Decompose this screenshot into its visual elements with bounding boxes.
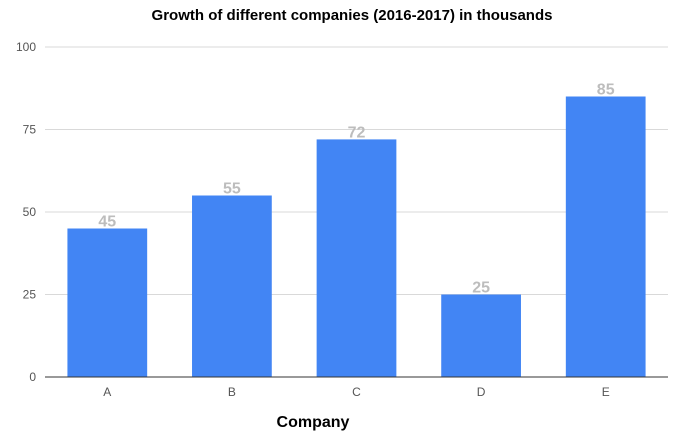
y-tick-label: 0	[29, 370, 36, 384]
x-tick-label-c: C	[352, 385, 361, 399]
data-label-c: 72	[348, 124, 366, 141]
bar-d	[441, 294, 521, 377]
data-label-e: 85	[597, 82, 615, 99]
data-label-b: 55	[223, 181, 241, 198]
x-tick-label-e: E	[602, 385, 610, 399]
y-tick-label: 100	[16, 40, 36, 54]
bar-b	[192, 195, 272, 377]
y-tick-label: 25	[23, 288, 37, 302]
x-tick-label-a: A	[103, 385, 111, 399]
x-axis-title: Company	[277, 414, 350, 431]
bar-e	[565, 96, 646, 377]
chart-title: Growth of different companies (2016-2017…	[152, 7, 553, 24]
bars	[67, 96, 646, 377]
bar-c	[316, 139, 397, 377]
y-axis-ticks: 0 25 50 75 100	[16, 40, 36, 384]
x-tick-label-d: D	[477, 385, 486, 399]
bar-a	[67, 228, 148, 377]
y-tick-label: 75	[23, 123, 37, 137]
y-tick-label: 50	[23, 205, 37, 219]
data-label-a: 45	[98, 214, 116, 231]
data-labels: 45 55 72 25 85	[98, 82, 614, 297]
x-tick-label-b: B	[228, 385, 236, 399]
x-axis-ticks: A B C D E	[103, 385, 609, 399]
data-label-d: 25	[472, 280, 490, 297]
